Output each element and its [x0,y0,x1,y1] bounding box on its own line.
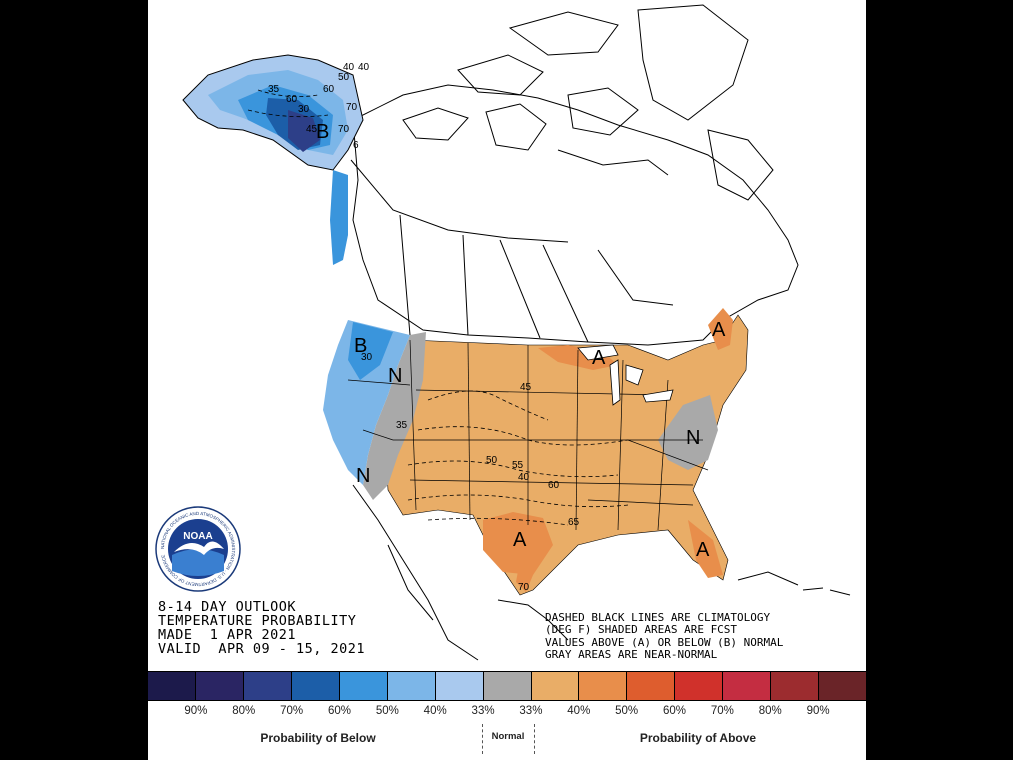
colorbar-swatch [723,672,772,700]
contour-label: 50 [486,455,498,466]
colorbar-swatch [148,672,196,700]
contour-label: 40 [518,472,530,483]
above-50-newengland [708,308,733,350]
contour-label: 30 [298,104,310,115]
contour-label: 30 [361,352,373,363]
contour-label: 45 [306,124,318,135]
colorbar-swatch [483,672,532,700]
colorbar-swatch [291,672,340,700]
climatology-contours [247,89,629,526]
colorbar-swatch [531,672,580,700]
contour-label: 70 [346,102,358,113]
label-a-great-lakes: A [592,347,606,369]
legend-note-line: VALUES ABOVE (A) OR BELOW (B) NORMAL [545,635,784,649]
mexico-outline [352,484,569,661]
colorbar-tick-label: 60% [327,705,351,717]
above-50-florida [688,520,723,578]
colorbar-swatch [243,672,292,700]
colorbar-tick-label: 80% [232,705,256,717]
label-a-florida: A [696,539,710,561]
contour-label: 40 [343,62,355,73]
normal-divider-left [482,724,483,754]
outlook-valid-dates: VALID APR 09 - 15, 2021 [158,641,366,657]
contour-label: 6 [353,140,359,151]
category-letters: B B N N N A A A A [316,121,726,561]
contour-label: 35 [396,420,408,431]
contour-label: 50 [338,72,350,83]
colorbar-swatch [675,672,724,700]
contour-label: 65 [568,517,580,528]
noaa-logo-text: NOAA [183,531,212,542]
colorbar-swatch [339,672,388,700]
colorbar-tick-label: 80% [758,705,782,717]
label-n-mid-atlantic: N [686,427,700,449]
colorbar-swatch [435,672,484,700]
state-lines [347,339,709,531]
arctic-islands [402,4,774,201]
contour-numbers: 40 50 60 35 60 40 70 30 70 45 6 30 40 45… [268,62,580,593]
below-40-westcoast [323,320,410,485]
legend-note: DASHED BLACK LINES ARE CLIMATOLOGY (DEG … [545,611,784,661]
contour-label: 60 [323,84,335,95]
label-a-texas: A [513,529,527,551]
colorbar-tick-label: 40% [423,705,447,717]
outlook-made-date: MADE 1 APR 2021 [158,627,297,643]
contour-label: 60 [286,94,298,105]
legend-note-line: DASHED BLACK LINES ARE CLIMATOLOGY [545,611,771,624]
noaa-logo: NOAA NATIONAL OCEANIC AND ATMOSPHERIC AD… [155,506,241,592]
legend-note-line: GRAY AREAS ARE NEAR-NORMAL [545,647,718,661]
near-normal-west [363,332,426,500]
contour-label: 55 [512,460,524,471]
colorbar-tick-label: 90% [806,705,830,717]
label-a-new-england: A [712,319,726,341]
colorbar-tick-label: 50% [615,705,639,717]
contour-label: 70 [518,582,530,593]
colorbar-swatch [579,672,628,700]
label-n-california: N [356,465,370,487]
label-b-alaska: B [316,121,329,143]
colorbar-tick-label: 70% [280,705,304,717]
normal-divider-right [534,724,535,754]
probability-below-label: Probability of Below [260,731,376,745]
outlook-title-block: 8-14 DAY OUTLOOK TEMPERATURE PROBABILITY… [158,600,365,656]
colorbar-tick-label: 33% [471,705,495,717]
normal-label: Normal [491,731,525,742]
contour-label: 45 [520,382,532,393]
probability-colorbar [148,671,866,701]
outlook-subtitle: TEMPERATURE PROBABILITY [158,613,357,629]
alaska-shading [182,54,364,265]
contour-label: 70 [338,124,350,135]
outlook-map: B B N N N A A A A 40 50 60 35 60 40 70 3… [182,4,851,661]
above-50-gulf [516,560,533,592]
colorbar-tick-label: 90% [184,705,208,717]
colorbar-swatch [195,672,244,700]
colorbar-swatch [627,672,676,700]
contour-label: 40 [358,62,370,73]
great-lakes [577,344,674,406]
contour-label: 60 [548,480,560,491]
colorbar-swatch [771,672,820,700]
near-normal-mideast [658,395,718,470]
outlook-title: 8-14 DAY OUTLOOK [158,599,297,615]
contour-label: 35 [268,84,280,95]
colorbar-tick-label: 60% [663,705,687,717]
colorbar-tick-label: 70% [710,705,734,717]
probability-above-label: Probability of Above [639,731,757,745]
colorbar-tick-label: 50% [375,705,399,717]
canada-outline [350,84,799,346]
colorbar-tick-label: 40% [567,705,591,717]
colorbar-swatch [819,672,866,700]
legend-note-line: (DEG F) SHADED AREAS ARE FCST [545,623,738,637]
above-50-texas [483,512,553,575]
outlook-panel: B B N N N A A A A 40 50 60 35 60 40 70 3… [148,0,866,760]
below-50-northwest [348,322,393,380]
label-b-northwest: B [354,335,367,357]
colorbar-ticks: 90% 80% 70% 60% 50% 40% 33% 33% 40% 50% 60% 70% 80% 9… [148,705,866,721]
caribbean-outline [737,571,851,596]
label-n-great-basin: N [388,365,402,387]
colorbar-tick-label: 33% [519,705,543,717]
colorbar-swatch [387,672,436,700]
